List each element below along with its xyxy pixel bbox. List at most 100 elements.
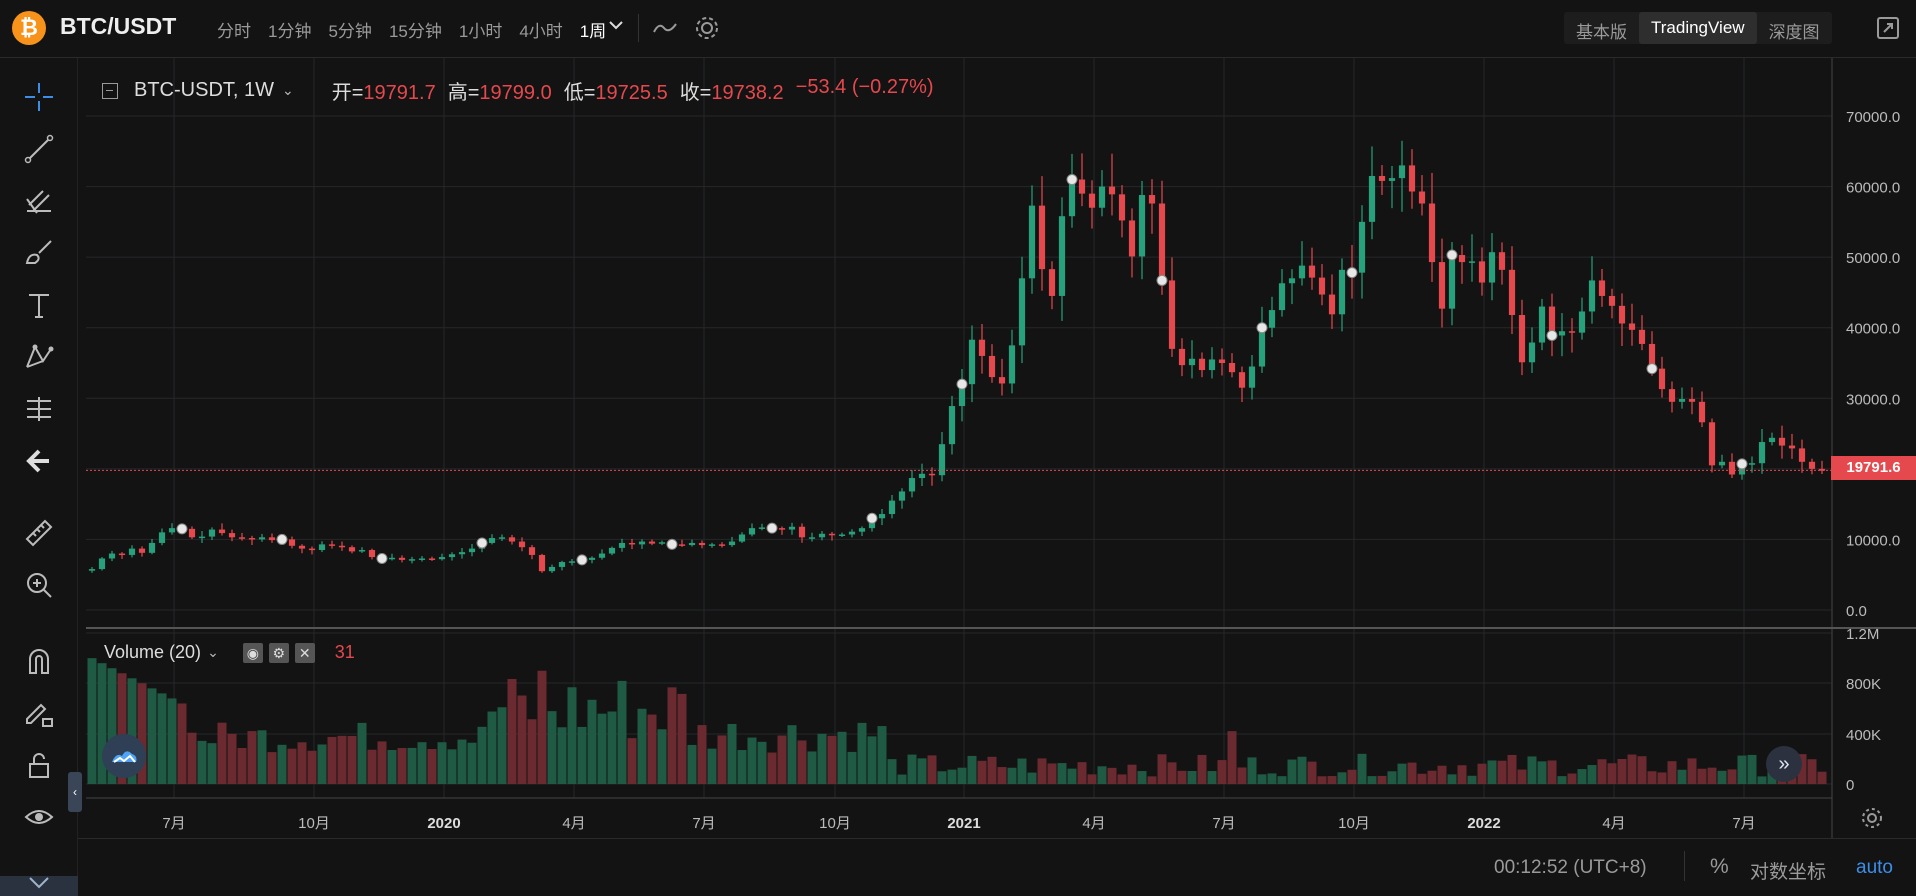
chevron-down-icon[interactable] [608, 18, 624, 34]
volume-label[interactable]: Volume (20) [104, 642, 202, 662]
eye-icon[interactable] [20, 798, 58, 836]
volume-bar [747, 737, 757, 784]
interval-15m[interactable]: 15分钟 [388, 22, 442, 41]
x-tick-label: 2022 [1467, 815, 1500, 832]
current-price-tag: 19791.6 [1831, 456, 1916, 480]
volume-bar [597, 713, 607, 784]
indicator-icon[interactable] [652, 16, 678, 45]
interval-1m[interactable]: 1分钟 [268, 22, 312, 41]
candle-body [1478, 261, 1486, 283]
interval-tick[interactable]: 分时 [217, 22, 251, 41]
chevron-down-icon[interactable]: ⌄ [282, 82, 294, 98]
candle-body [798, 526, 806, 538]
volume-bar [247, 731, 257, 784]
view-depth[interactable]: 深度图 [1768, 23, 1820, 42]
event-marker [1256, 322, 1268, 334]
event-marker [1446, 249, 1458, 261]
volume-bar [1417, 773, 1427, 784]
candle-body [88, 569, 96, 571]
event-marker [376, 552, 388, 564]
volume-bar [1177, 770, 1187, 784]
unlock-icon[interactable] [20, 746, 58, 784]
interval-1h[interactable]: 1小时 [458, 22, 503, 41]
volume-bar [627, 738, 637, 784]
candle-body [1048, 269, 1056, 296]
candle-body [1238, 372, 1246, 388]
crosshair-icon[interactable] [20, 78, 58, 116]
ruler-icon[interactable] [20, 514, 58, 552]
close-label: 收= [679, 82, 712, 104]
trend-line-icon[interactable] [20, 130, 58, 168]
axis-settings-icon[interactable] [1860, 806, 1884, 835]
gear-icon[interactable] [694, 15, 720, 46]
volume-bar [827, 735, 837, 784]
back-arrow-icon[interactable] [20, 442, 58, 480]
volume-bar [717, 735, 727, 784]
zoom-in-icon[interactable] [20, 566, 58, 604]
text-icon[interactable] [20, 286, 58, 324]
percent-toggle[interactable]: % [1710, 855, 1729, 878]
volume-bar [1127, 764, 1137, 784]
eye-icon[interactable]: ◉ [242, 642, 263, 663]
magnet-icon[interactable] [20, 642, 58, 680]
lock-pencil-icon[interactable] [20, 694, 58, 732]
candle-body [878, 514, 886, 519]
chart-area[interactable]: 70000.060000.050000.040000.030000.020000… [86, 58, 1916, 838]
interval-5m[interactable]: 5分钟 [328, 22, 372, 41]
x-tick-label: 4月 [1602, 815, 1625, 832]
candle-body [688, 542, 696, 546]
candle-body [468, 548, 476, 553]
volume-bar [1487, 760, 1497, 784]
pitchfork-icon[interactable] [20, 182, 58, 220]
clock-label[interactable]: 00:12:52 (UTC+8) [1494, 857, 1647, 878]
collapse-toolbar-button[interactable]: ‹ [68, 772, 82, 812]
symbol-label[interactable]: BTC-USDT, 1W [134, 79, 274, 101]
gear-icon[interactable]: ⚙ [268, 642, 289, 663]
volume-bar [487, 711, 497, 784]
scroll-to-latest-button[interactable]: » [1766, 746, 1802, 782]
volume-bar [1267, 773, 1277, 784]
brush-icon[interactable] [20, 234, 58, 272]
candle-body [258, 537, 266, 540]
candle-body [1748, 463, 1756, 465]
volume-bar [1237, 767, 1247, 784]
candle-body [538, 554, 546, 572]
volume-bar [1567, 773, 1577, 784]
volume-bar [647, 714, 657, 784]
log-scale-toggle[interactable]: 对数坐标 [1750, 862, 1827, 883]
close-icon[interactable]: ✕ [294, 642, 315, 663]
volume-bar [1427, 770, 1437, 784]
candle-body [658, 542, 666, 544]
pair-title[interactable]: BTC/USDT [60, 13, 177, 39]
candle-body [828, 533, 836, 536]
volume-bar [97, 663, 107, 784]
chevron-down-icon[interactable]: ⌄ [207, 644, 219, 660]
volume-bar [807, 751, 817, 784]
interval-4h[interactable]: 4小时 [519, 22, 563, 41]
auto-scale-toggle[interactable]: auto [1856, 857, 1893, 878]
view-tradingview[interactable]: TradingView [1639, 12, 1757, 44]
volume-tick-label: 800K [1846, 676, 1881, 693]
volume-bar [967, 755, 977, 784]
x-tick-label: 10月 [1338, 815, 1370, 832]
candle-body [738, 534, 746, 542]
candle-body [648, 541, 656, 544]
collapse-legend-icon[interactable] [102, 82, 118, 99]
chevron-down-icon[interactable] [0, 876, 78, 896]
logo-fab-icon[interactable] [102, 734, 146, 778]
y-tick-label: 30000.0 [1846, 391, 1900, 408]
volume-bar [1327, 776, 1337, 784]
open-label: 开= [331, 82, 364, 104]
event-marker [476, 537, 488, 549]
candle-body [1598, 280, 1606, 296]
fullscreen-icon[interactable] [1876, 16, 1900, 45]
measure-range-icon[interactable] [20, 390, 58, 428]
pattern-icon[interactable] [20, 338, 58, 376]
volume-tick-label: 400K [1846, 727, 1881, 744]
chart-canvas[interactable]: 70000.060000.050000.040000.030000.020000… [86, 58, 1916, 838]
view-basic[interactable]: 基本版 [1576, 23, 1627, 42]
volume-bar [687, 744, 697, 784]
candle-body [1288, 278, 1296, 284]
candle-body [328, 544, 336, 546]
interval-1w[interactable]: 1周 [579, 22, 607, 41]
